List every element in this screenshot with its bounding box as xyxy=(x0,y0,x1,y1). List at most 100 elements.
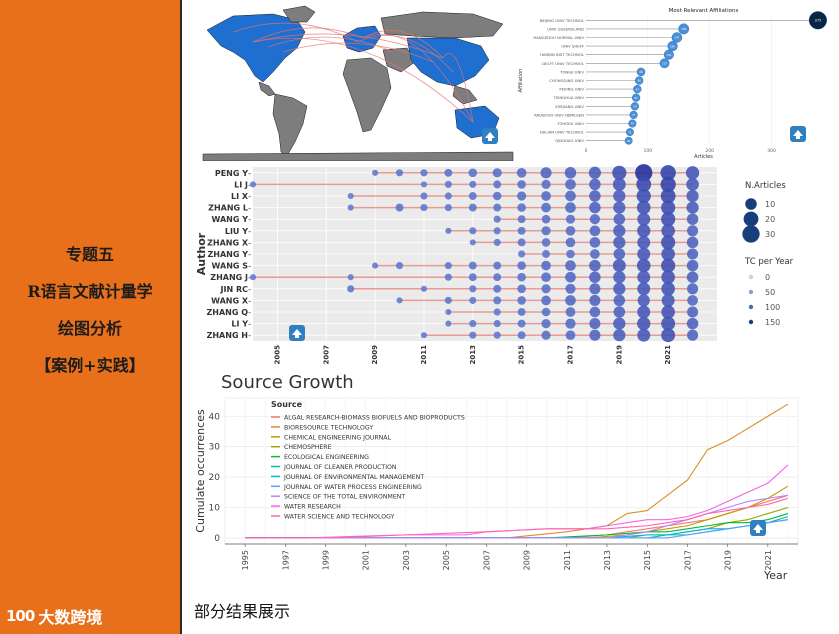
dot-point xyxy=(420,181,427,188)
dot-point xyxy=(686,271,699,283)
collaboration-arc xyxy=(252,37,474,123)
dot-point xyxy=(685,166,700,180)
sg-xtick-label: 2007 xyxy=(482,550,491,570)
dot-point xyxy=(541,202,551,213)
dot-author-label: ZHANG X xyxy=(207,238,249,247)
dot-point xyxy=(635,164,653,182)
dot-point xyxy=(661,293,675,307)
dot-point xyxy=(589,190,601,202)
dot-point xyxy=(396,297,403,304)
aff-point xyxy=(630,102,639,111)
dot-point xyxy=(541,238,551,247)
dot-point xyxy=(541,272,551,283)
aff-point xyxy=(631,93,641,102)
course-title: R语言文献计量学 xyxy=(27,282,153,301)
dot-author-tick: - xyxy=(248,169,251,178)
dot-point xyxy=(661,212,676,227)
dot-point xyxy=(589,225,601,237)
dot-point xyxy=(565,214,576,224)
dot-xtick-label: 2009 xyxy=(371,345,379,365)
dot-point xyxy=(444,168,453,177)
dot-point xyxy=(517,226,526,235)
dot-point xyxy=(517,261,526,270)
dot-point xyxy=(589,318,601,330)
collaboration-arc xyxy=(362,33,474,123)
dot-point xyxy=(660,188,676,204)
size-legend-label: 10 xyxy=(765,200,775,209)
dot-point xyxy=(687,329,699,341)
dot-point xyxy=(493,296,502,305)
aff-x-label: Articles xyxy=(694,154,713,160)
dot-point xyxy=(493,331,501,339)
dot-point xyxy=(541,179,551,189)
dot-point xyxy=(660,165,676,181)
dot-point xyxy=(469,320,477,328)
dot-point xyxy=(588,166,602,179)
dot-point xyxy=(661,224,675,238)
aff-category-label: CHONGQING UNIV xyxy=(549,78,584,83)
dot-point xyxy=(517,191,527,201)
sg-legend-label: JOURNAL OF CLEANER PRODUCTION xyxy=(283,464,397,471)
dot-point xyxy=(469,285,477,293)
dot-author-tick: - xyxy=(248,285,251,294)
dot-point xyxy=(687,225,699,237)
dot-point xyxy=(249,274,257,281)
sg-series-line xyxy=(245,485,789,539)
sg-legend-label: ALGAL RESEARCH-BIOMASS BIOFUELS AND BIOP… xyxy=(284,415,465,422)
dot-point xyxy=(493,238,501,246)
dot-author-tick: - xyxy=(248,204,251,213)
aff-value-label: 83 xyxy=(636,87,640,91)
dot-point xyxy=(637,294,650,307)
dot-author-label: PENG Y xyxy=(215,169,248,178)
aff-xtick-label: 200 xyxy=(705,148,714,154)
dot-xtick-label: 2011 xyxy=(420,345,428,365)
brand-mark-icon: 100 xyxy=(6,607,35,625)
map-watermark xyxy=(482,128,498,144)
dot-point xyxy=(661,200,676,215)
aff-value-label: 140 xyxy=(670,44,675,48)
dot-author-tick: - xyxy=(248,308,251,317)
land-north-america xyxy=(206,13,306,83)
sg-series-line xyxy=(245,497,789,539)
dot-point xyxy=(613,282,626,295)
collaboration-arc xyxy=(442,53,474,123)
aff-xtick-label: 100 xyxy=(644,148,653,154)
dot-point xyxy=(347,285,355,293)
dot-point xyxy=(565,295,576,306)
dot-point xyxy=(517,331,526,340)
watermark-base-icon xyxy=(756,530,760,533)
dot-author-label: ZHANG Y xyxy=(207,250,248,259)
watermark-base-icon xyxy=(488,138,492,141)
dot-point xyxy=(372,169,379,176)
sg-legend-title: Source xyxy=(271,400,303,409)
dot-author-label: WANG S xyxy=(212,262,249,271)
land-middle-east xyxy=(382,47,416,73)
watermark-peak-icon xyxy=(753,524,763,530)
dot-point xyxy=(541,226,551,236)
author-production-chart: 2005 2007 2009 2011 2013 2015 2017 2019 2021 PENG… xyxy=(193,163,837,370)
source-growth-svg: Source Growth 0 10 20 30 40 1995 1997 1999 2001 20… xyxy=(194,372,799,582)
dot-point xyxy=(493,227,501,235)
dot-point xyxy=(420,285,427,292)
dot-point xyxy=(565,202,576,213)
color-legend-dot xyxy=(748,274,754,280)
dot-point xyxy=(613,248,626,260)
dot-author-tick: - xyxy=(248,238,251,247)
dot-point xyxy=(589,201,601,214)
dot-point xyxy=(565,225,576,236)
dot-point xyxy=(636,177,652,192)
dot-point xyxy=(492,191,502,201)
dot-point xyxy=(612,177,626,191)
collaboration-arc xyxy=(232,22,359,43)
dot-point xyxy=(347,192,354,200)
dot-point xyxy=(686,189,699,203)
dot-point xyxy=(661,328,676,343)
dot-point xyxy=(687,283,699,295)
sidebar-titles: 专题五 R语言文献计量学 绘图分析 【案例+实践】 xyxy=(0,236,180,384)
brand-logo: 100 大数跨境 xyxy=(6,604,102,628)
aff-category-label: PEKING UNIV xyxy=(559,87,584,92)
dot-xtick-label: 2021 xyxy=(664,345,672,365)
aff-watermark xyxy=(790,126,806,142)
color-legend-dot xyxy=(748,289,754,295)
dot-point xyxy=(589,271,601,283)
